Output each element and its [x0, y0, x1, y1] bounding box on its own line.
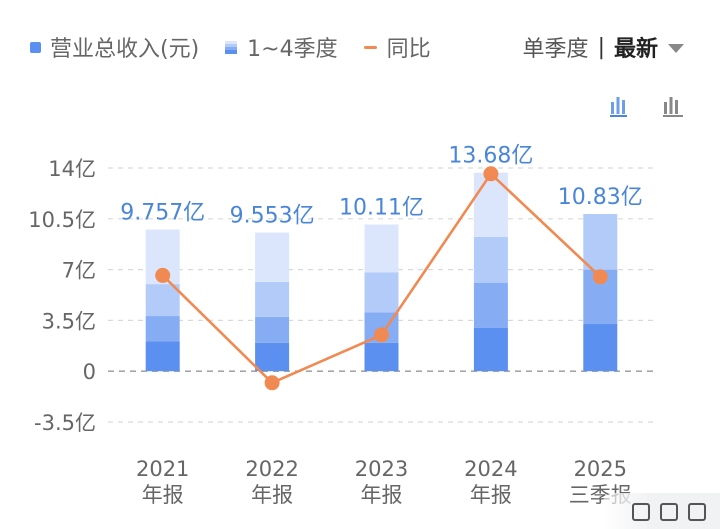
y-tick-label: 7亿: [62, 259, 96, 283]
x-tick-label: 年报: [251, 483, 293, 507]
x-tick-label: 2025: [574, 457, 627, 481]
mode-separator: |: [597, 34, 605, 60]
y-tick-label: 0: [83, 360, 96, 384]
bar-segment-q4: [255, 232, 290, 282]
bar-segment-q3: [364, 272, 399, 313]
bar-segment-q3: [145, 284, 180, 317]
y-tick-label: 14亿: [48, 157, 96, 181]
bar-segment-q3: [583, 214, 618, 270]
legend-label-quarters: 1~4季度: [247, 37, 338, 62]
yoy-point: [483, 166, 499, 182]
bar-chart-icon[interactable]: [659, 92, 687, 120]
legend-swatch-quarters: [225, 40, 238, 54]
caret-down-icon[interactable]: [668, 43, 684, 53]
bar-total-label: 10.83亿: [558, 185, 643, 210]
bar-segment-q1: [473, 327, 508, 372]
bar-segment-q3: [473, 236, 508, 283]
bar-segment-q2: [145, 316, 180, 342]
legend-swatch-yoy: [363, 45, 377, 49]
period-mode-dropdown[interactable]: 单季度 | 最新: [523, 30, 684, 64]
y-tick-label: -3.5亿: [34, 411, 96, 435]
bar-segment-q4: [473, 172, 508, 237]
x-tick-label: 年报: [361, 483, 403, 507]
y-tick-label: 10.5亿: [28, 208, 96, 232]
bar-segment-q2: [255, 316, 290, 343]
bar-segment-q3: [255, 281, 290, 317]
legend-swatch-revenue: [30, 41, 41, 53]
bar-segment-q1: [364, 342, 399, 372]
yoy-point: [155, 267, 171, 283]
bar-segment-q1: [145, 341, 180, 372]
mode-latest[interactable]: 最新: [613, 37, 658, 62]
window-icon[interactable]: [660, 503, 678, 521]
bar-segment-q1: [583, 324, 618, 372]
square-icon[interactable]: [632, 503, 650, 521]
x-tick-label: 2024: [464, 457, 517, 481]
bar-segment-q2: [473, 282, 508, 328]
mode-label[interactable]: 单季度: [522, 37, 589, 62]
copy-icon[interactable]: [688, 503, 706, 521]
x-tick-label: 2022: [245, 457, 298, 481]
x-tick-label: 2021: [136, 457, 189, 481]
x-tick-label: 年报: [142, 483, 184, 507]
x-tick-label: 2023: [355, 457, 408, 481]
legend-item-revenue[interactable]: 营业总收入(元): [30, 31, 199, 63]
bar-total-label: 9.757亿: [120, 201, 205, 226]
legend-item-yoy[interactable]: 同比: [363, 31, 431, 63]
legend-label-yoy: 同比: [386, 37, 431, 62]
overlay-toolbar[interactable]: [602, 493, 720, 529]
x-tick-label: 年报: [470, 483, 512, 507]
bar-total-label: 13.68亿: [448, 144, 533, 169]
legend-label-revenue: 营业总收入(元): [50, 37, 200, 62]
yoy-point: [592, 269, 608, 285]
yoy-point: [374, 327, 389, 343]
y-tick-label: 3.5亿: [42, 309, 96, 333]
stacked-bar-icon[interactable]: [606, 92, 634, 120]
legend: 营业总收入(元) 1~4季度 同比: [30, 30, 457, 64]
bar-total-label: 10.11亿: [339, 195, 424, 220]
bar-segment-q4: [364, 224, 399, 273]
legend-item-quarters[interactable]: 1~4季度: [225, 31, 338, 63]
bar-total-label: 9.553亿: [230, 204, 315, 229]
bar-segment-q1: [255, 342, 290, 372]
yoy-point: [264, 375, 280, 391]
